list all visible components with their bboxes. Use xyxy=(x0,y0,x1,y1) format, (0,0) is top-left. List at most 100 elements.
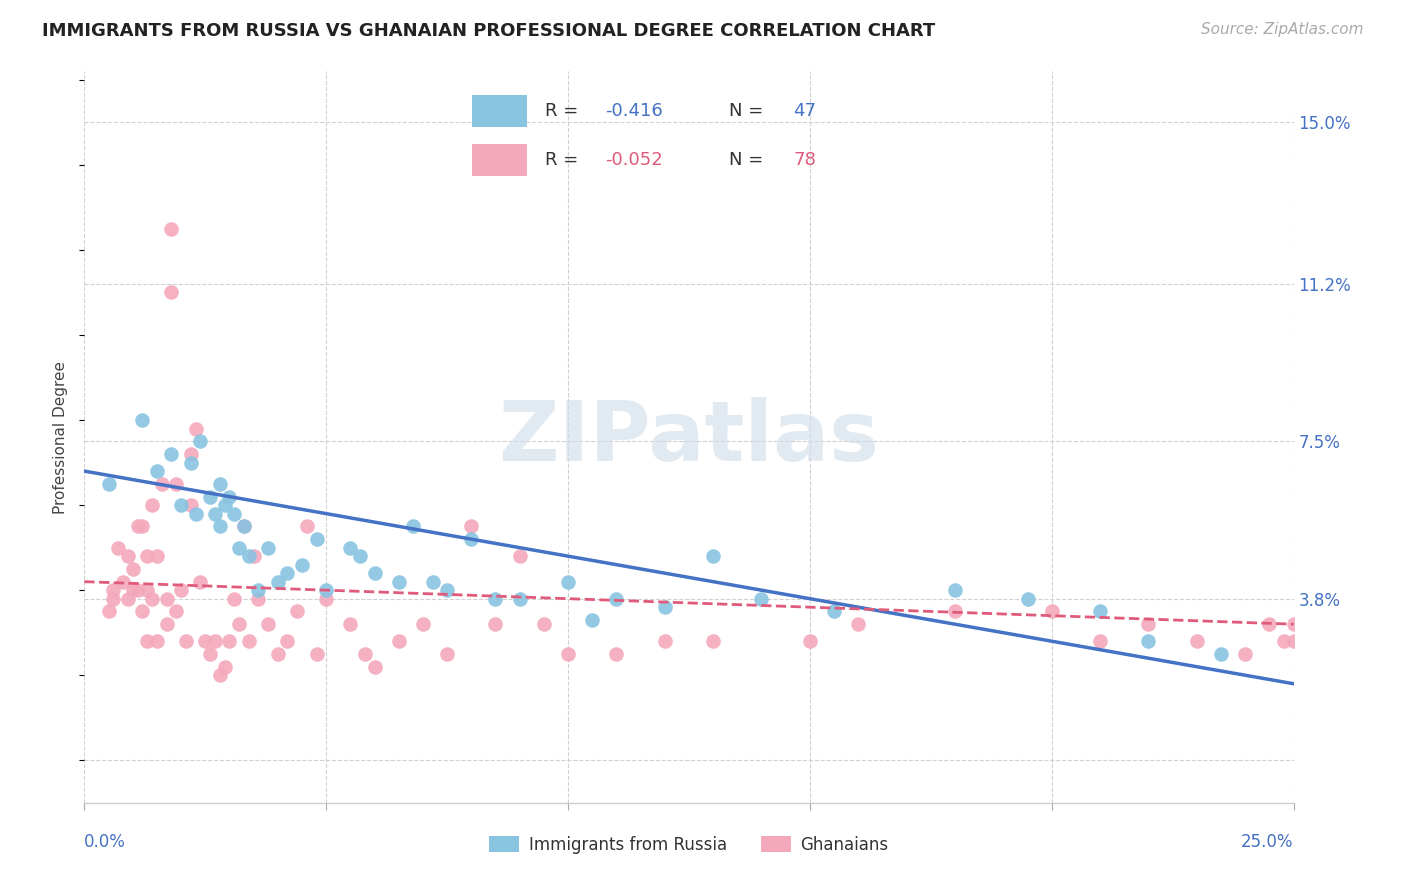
Point xyxy=(1282,617,1305,632)
Point xyxy=(141,498,163,512)
Text: IMMIGRANTS FROM RUSSIA VS GHANAIAN PROFESSIONAL DEGREE CORRELATION CHART: IMMIGRANTS FROM RUSSIA VS GHANAIAN PROFE… xyxy=(42,22,935,40)
Point xyxy=(214,498,236,512)
Point xyxy=(605,647,627,661)
Point xyxy=(702,549,724,563)
Point xyxy=(846,617,869,632)
Point xyxy=(198,647,221,661)
Point xyxy=(165,476,187,491)
Point xyxy=(349,549,371,563)
Point xyxy=(103,583,125,598)
Point xyxy=(1040,604,1063,618)
Point xyxy=(484,617,506,632)
Point xyxy=(412,617,434,632)
Point xyxy=(103,591,125,606)
Point xyxy=(484,591,506,606)
Point xyxy=(155,591,177,606)
Point xyxy=(1234,647,1257,661)
Point xyxy=(257,617,280,632)
Point xyxy=(363,566,385,581)
Y-axis label: Professional Degree: Professional Degree xyxy=(53,360,69,514)
Point xyxy=(146,549,169,563)
Point xyxy=(117,591,139,606)
Point xyxy=(295,519,318,533)
Point xyxy=(121,583,143,598)
Point xyxy=(363,659,385,673)
Point xyxy=(233,519,256,533)
Text: 25.0%: 25.0% xyxy=(1241,832,1294,851)
Point xyxy=(509,591,531,606)
Point xyxy=(388,634,411,648)
Point xyxy=(127,583,149,598)
Point xyxy=(180,447,202,461)
Point xyxy=(943,583,966,598)
Point xyxy=(339,617,361,632)
Point xyxy=(238,549,260,563)
Point xyxy=(228,617,250,632)
Point xyxy=(117,549,139,563)
Point xyxy=(131,413,153,427)
Point xyxy=(160,285,183,300)
Point xyxy=(136,634,159,648)
Point xyxy=(605,591,627,606)
Point xyxy=(267,574,290,589)
Point xyxy=(654,634,676,648)
Point xyxy=(1137,617,1160,632)
Point xyxy=(160,221,183,235)
Point xyxy=(170,583,193,598)
Point xyxy=(204,634,226,648)
Point xyxy=(702,634,724,648)
Point xyxy=(460,519,482,533)
Text: ZIPatlas: ZIPatlas xyxy=(499,397,879,477)
Point xyxy=(180,456,202,470)
Point xyxy=(97,476,120,491)
Point xyxy=(315,591,337,606)
Point xyxy=(1088,634,1111,648)
Point xyxy=(208,476,231,491)
Point xyxy=(257,541,280,555)
Point xyxy=(218,490,240,504)
Point xyxy=(436,647,458,661)
Point xyxy=(751,591,773,606)
Point xyxy=(1088,604,1111,618)
Point xyxy=(208,519,231,533)
Point xyxy=(305,532,328,546)
Point xyxy=(136,549,159,563)
Point xyxy=(291,558,314,572)
Point xyxy=(131,604,153,618)
Point xyxy=(315,583,337,598)
Point xyxy=(150,476,173,491)
Point xyxy=(238,634,260,648)
Point xyxy=(224,591,246,606)
Point xyxy=(180,498,202,512)
Point xyxy=(305,647,328,661)
Point xyxy=(112,574,135,589)
Point xyxy=(581,613,603,627)
Point xyxy=(165,604,187,618)
Point xyxy=(170,498,193,512)
Point xyxy=(121,562,143,576)
Point xyxy=(436,583,458,598)
Point xyxy=(799,634,821,648)
Point xyxy=(214,659,236,673)
Point xyxy=(1209,647,1232,661)
Point xyxy=(160,447,183,461)
Legend: Immigrants from Russia, Ghanaians: Immigrants from Russia, Ghanaians xyxy=(482,829,896,860)
Point xyxy=(247,583,270,598)
Point xyxy=(233,519,256,533)
Point xyxy=(136,583,159,598)
Point xyxy=(1017,591,1039,606)
Point xyxy=(190,574,212,589)
Text: Source: ZipAtlas.com: Source: ZipAtlas.com xyxy=(1201,22,1364,37)
Point xyxy=(276,566,298,581)
Point xyxy=(208,668,231,682)
Point xyxy=(1282,634,1305,648)
Point xyxy=(174,634,197,648)
Point xyxy=(127,519,149,533)
Point xyxy=(267,647,290,661)
Point xyxy=(131,519,153,533)
Point xyxy=(194,634,217,648)
Point xyxy=(276,634,298,648)
Point xyxy=(557,574,579,589)
Point xyxy=(509,549,531,563)
Point xyxy=(285,604,308,618)
